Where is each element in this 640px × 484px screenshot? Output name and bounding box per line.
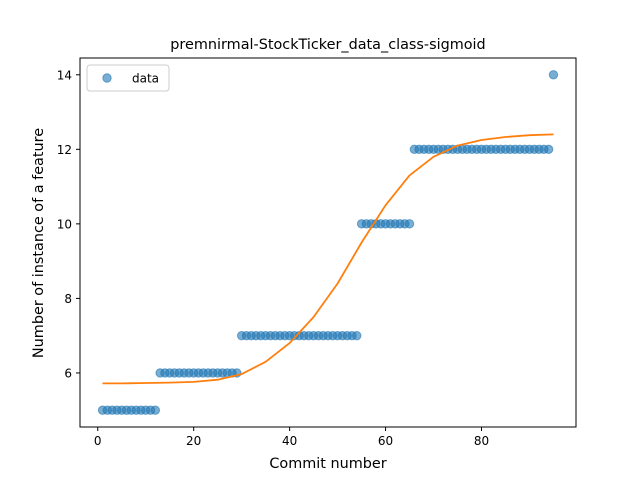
data-point bbox=[548, 70, 559, 80]
plot-marks bbox=[97, 70, 559, 415]
y-tick-label: 14 bbox=[57, 68, 72, 82]
axes: 0 20 40 60 80 6 8 10 12 14 bbox=[57, 57, 577, 448]
legend-label: data bbox=[132, 72, 159, 86]
x-tick-label: 80 bbox=[474, 434, 489, 448]
fit-curve-line bbox=[102, 133, 554, 385]
legend-box bbox=[86, 64, 170, 92]
y-tick-label: 8 bbox=[64, 292, 72, 306]
data-point bbox=[150, 405, 161, 415]
x-tick-label: 40 bbox=[282, 434, 297, 448]
x-tick-label: 60 bbox=[378, 434, 393, 448]
data-point bbox=[352, 330, 362, 341]
y-tick-label: 10 bbox=[57, 217, 72, 231]
x-axis-label: Commit number bbox=[269, 456, 386, 472]
data-point bbox=[404, 219, 415, 229]
data-point bbox=[543, 144, 554, 155]
y-axis-label: Number of instance of a feature bbox=[31, 128, 47, 358]
chart-title: premnirmal-StockTicker_data_class-sigmoi… bbox=[170, 37, 485, 53]
plot-frame bbox=[79, 57, 577, 428]
y-tick-label: 12 bbox=[57, 143, 72, 157]
legend: data bbox=[86, 64, 170, 92]
x-tick-label: 0 bbox=[94, 434, 102, 448]
legend-marker bbox=[102, 73, 112, 83]
x-tick-label: 20 bbox=[186, 434, 201, 448]
y-tick-label: 6 bbox=[64, 366, 72, 380]
